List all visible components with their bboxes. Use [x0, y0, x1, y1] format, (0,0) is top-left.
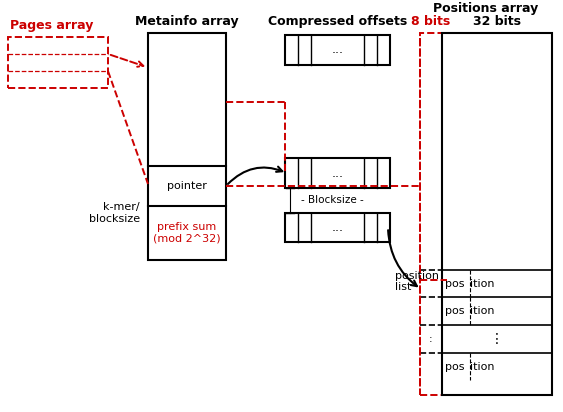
Text: ⋮: ⋮ [490, 332, 504, 346]
Text: 32 bits: 32 bits [473, 15, 521, 28]
Bar [285, 213, 390, 242]
Text: ...: ... [332, 43, 343, 56]
Text: Positions array: Positions array [434, 2, 539, 15]
Text: ition: ition [470, 279, 494, 289]
Text: pos: pos [445, 279, 464, 289]
Text: ition: ition [470, 362, 494, 372]
Bar [442, 33, 552, 395]
Text: k-mer/
blocksize: k-mer/ blocksize [89, 202, 140, 224]
Text: Metainfo array: Metainfo array [135, 15, 239, 28]
Text: ...: ... [332, 166, 343, 180]
Text: pos: pos [445, 306, 464, 316]
Bar [285, 158, 390, 188]
Text: :: : [429, 334, 433, 344]
Text: prefix sum
(mod 2^32): prefix sum (mod 2^32) [153, 222, 221, 243]
Text: ition: ition [470, 306, 494, 316]
Text: ...: ... [332, 221, 343, 234]
Text: pointer: pointer [167, 181, 207, 191]
Text: Pages array: Pages array [10, 19, 93, 32]
Text: 8 bits: 8 bits [412, 15, 450, 28]
Text: Compressed offsets: Compressed offsets [268, 15, 407, 28]
Text: position
list: position list [395, 271, 439, 293]
Text: pos: pos [445, 362, 464, 372]
Bar [148, 33, 226, 260]
Bar [8, 37, 108, 88]
Bar [285, 35, 390, 65]
Bar [420, 33, 442, 395]
Text: - Blocksize -: - Blocksize - [301, 195, 364, 205]
